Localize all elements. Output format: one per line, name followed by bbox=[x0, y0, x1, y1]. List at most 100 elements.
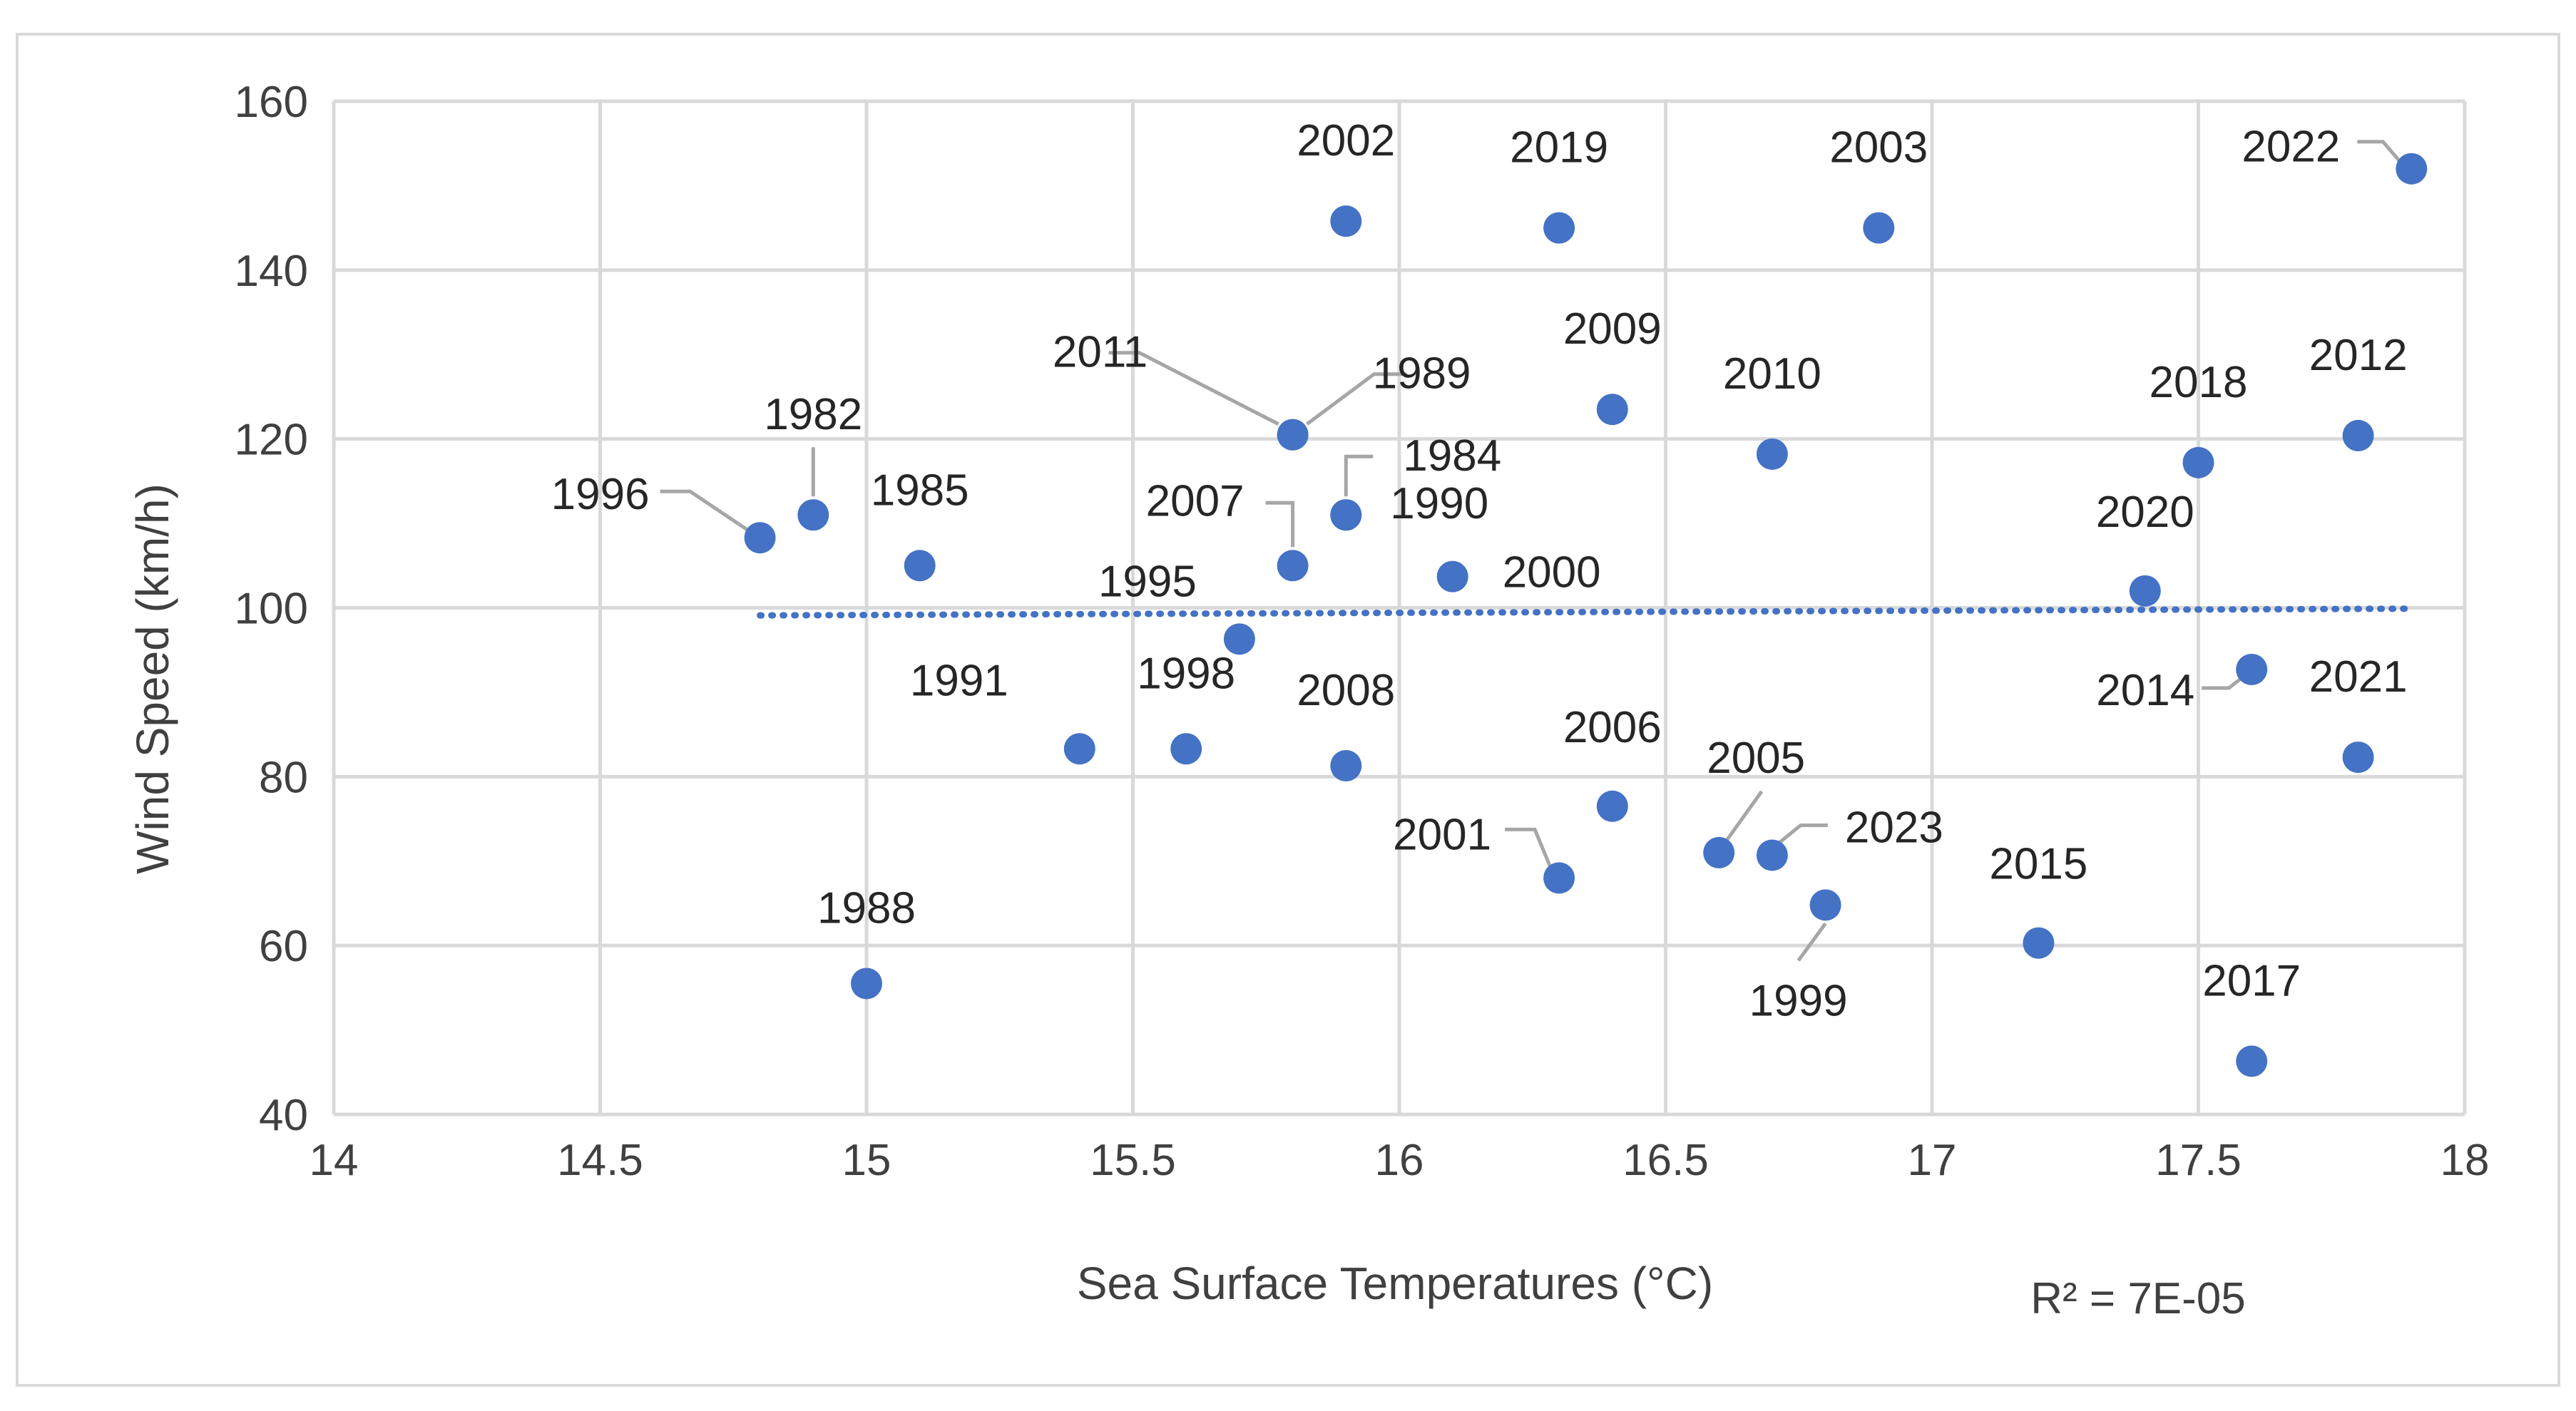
data-point bbox=[1756, 839, 1788, 871]
data-label: 1982 bbox=[764, 390, 862, 439]
data-point bbox=[1330, 749, 1362, 781]
data-label: 1991 bbox=[910, 656, 1008, 705]
data-label: 2019 bbox=[1510, 123, 1608, 173]
data-point bbox=[2342, 419, 2374, 451]
leader-line bbox=[1108, 351, 1279, 426]
data-point bbox=[1277, 419, 1309, 451]
data-label: 1999 bbox=[1749, 976, 1848, 1025]
leader-line bbox=[2357, 140, 2402, 163]
leader-lines bbox=[660, 140, 2402, 962]
leader-line bbox=[2202, 676, 2243, 690]
data-label: 2015 bbox=[1989, 840, 2087, 889]
x-tick-label: 15 bbox=[842, 1136, 891, 1185]
leader-line bbox=[1344, 454, 1374, 497]
data-label: 2017 bbox=[2202, 956, 2301, 1005]
data-point bbox=[1809, 889, 1841, 921]
y-tick-label: 140 bbox=[235, 247, 308, 296]
data-label: 2011 bbox=[1053, 328, 1148, 377]
leader-line bbox=[1306, 372, 1407, 426]
data-point bbox=[1330, 205, 1362, 237]
data-label: 2007 bbox=[1146, 476, 1244, 525]
data-label: 2021 bbox=[2309, 652, 2408, 702]
leader-line bbox=[1796, 922, 1827, 962]
data-label: 2014 bbox=[2096, 666, 2194, 715]
trendline bbox=[757, 605, 2415, 619]
data-point bbox=[1223, 623, 1255, 655]
data-label: 2002 bbox=[1297, 116, 1395, 165]
data-label: 2008 bbox=[1297, 666, 1395, 715]
data-points bbox=[744, 153, 2428, 1077]
data-label: 1996 bbox=[551, 470, 650, 519]
data-point bbox=[1063, 733, 1095, 765]
data-label: 2010 bbox=[1723, 349, 1821, 399]
x-tick-label: 17 bbox=[1908, 1136, 1957, 1185]
x-axis-title: Sea Surface Temperatures (°C) bbox=[1077, 1258, 1713, 1309]
data-point bbox=[1543, 212, 1575, 244]
y-tick-label: 40 bbox=[259, 1091, 308, 1140]
x-tick-label: 17.5 bbox=[2155, 1136, 2242, 1185]
gridlines bbox=[332, 99, 2467, 1117]
data-point bbox=[2236, 653, 2268, 685]
y-tick-label: 100 bbox=[235, 585, 308, 634]
data-label: 1988 bbox=[817, 883, 916, 933]
data-label: 2020 bbox=[2096, 488, 2194, 537]
leader-line bbox=[1724, 790, 1764, 843]
data-label: 1985 bbox=[871, 466, 969, 515]
data-point bbox=[2342, 742, 2374, 774]
y-tick-label: 120 bbox=[235, 416, 308, 465]
data-point bbox=[2129, 575, 2161, 607]
data-point bbox=[851, 968, 882, 1000]
data-label: 2001 bbox=[1393, 810, 1491, 859]
data-label: 2003 bbox=[1829, 123, 1928, 173]
data-label: 2009 bbox=[1563, 304, 1662, 354]
data-label: 1990 bbox=[1390, 479, 1488, 528]
data-label: 2022 bbox=[2242, 123, 2340, 172]
data-point bbox=[1330, 499, 1362, 531]
data-point bbox=[1170, 733, 1202, 765]
x-tick-label: 14.5 bbox=[557, 1136, 643, 1185]
data-point bbox=[1277, 550, 1309, 582]
data-label: 2006 bbox=[1563, 703, 1662, 752]
data-label: 2005 bbox=[1707, 734, 1805, 783]
data-label: 2018 bbox=[2150, 358, 2248, 407]
data-point bbox=[2396, 153, 2428, 185]
data-point bbox=[1596, 790, 1628, 822]
data-point bbox=[2182, 446, 2214, 478]
y-tick-label: 160 bbox=[235, 78, 308, 127]
y-tick-label: 80 bbox=[259, 753, 308, 802]
x-tick-label: 18 bbox=[2440, 1136, 2490, 1185]
y-axis-title: Wind Speed (km/h) bbox=[127, 483, 178, 874]
data-point bbox=[1703, 836, 1735, 868]
data-label: 1995 bbox=[1098, 557, 1197, 606]
data-label: 1998 bbox=[1137, 649, 1235, 698]
leader-line bbox=[1505, 827, 1554, 872]
data-label: 1989 bbox=[1373, 349, 1471, 399]
data-point bbox=[1543, 862, 1575, 894]
data-point bbox=[1596, 394, 1628, 426]
tick-labels: 14 14.5 15 15.5 16 16.5 17 17.5 18 40 60 80 100 120 14… bbox=[235, 78, 2490, 1185]
x-tick-label: 14 bbox=[310, 1136, 359, 1185]
data-label: 2012 bbox=[2309, 331, 2408, 380]
r-squared-label: R² = 7E-05 bbox=[2030, 1274, 2246, 1323]
data-point bbox=[1436, 560, 1468, 592]
chart-border bbox=[16, 33, 2560, 1387]
data-point bbox=[744, 522, 776, 554]
data-point bbox=[2236, 1045, 2268, 1077]
x-tick-label: 15.5 bbox=[1090, 1136, 1176, 1185]
x-tick-label: 16 bbox=[1375, 1136, 1424, 1185]
data-point bbox=[2023, 927, 2055, 959]
data-point bbox=[1863, 212, 1895, 244]
data-label: 1984 bbox=[1403, 431, 1501, 481]
y-tick-label: 60 bbox=[259, 922, 308, 971]
data-label: 2023 bbox=[1845, 803, 1943, 852]
leader-line bbox=[1265, 501, 1295, 548]
data-point bbox=[904, 550, 936, 582]
data-label: 2000 bbox=[1503, 548, 1601, 597]
data-point bbox=[1756, 438, 1788, 470]
point-labels: 1982 1984 1985 1988 1989 1990 1991 1995 1996 1998… bbox=[551, 116, 2408, 1025]
x-tick-label: 16.5 bbox=[1622, 1136, 1709, 1185]
leader-line bbox=[1777, 823, 1828, 846]
data-point bbox=[797, 499, 829, 531]
